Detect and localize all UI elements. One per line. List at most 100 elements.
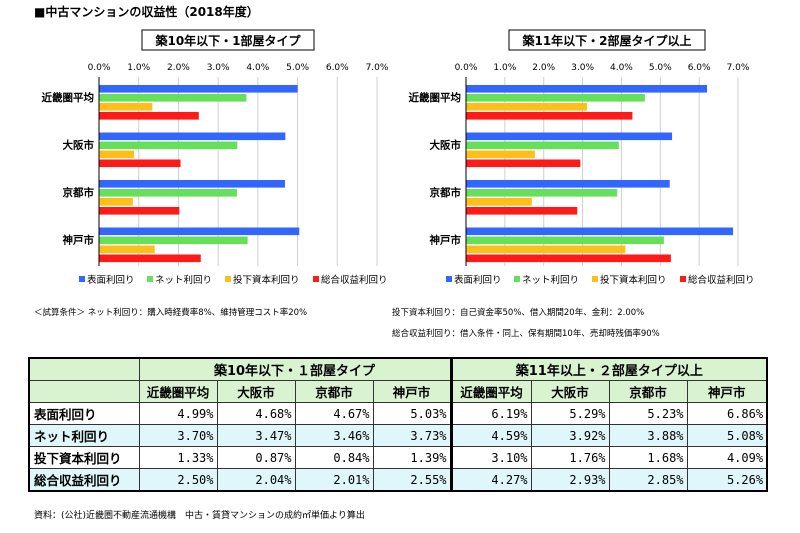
table-col-header: 神戸市 xyxy=(686,380,769,403)
bar xyxy=(466,112,633,120)
legend-swatch xyxy=(680,276,686,282)
table-cell: 3.70% xyxy=(138,424,218,447)
table-row-label: 総合収益利回り xyxy=(28,468,140,492)
table-cell: 2.93% xyxy=(530,468,610,492)
category-label: 近畿圏平均 xyxy=(42,91,95,104)
table-cell: 5.26% xyxy=(686,468,769,492)
x-tick-label: 4.0% xyxy=(246,63,269,73)
table-cell: 5.23% xyxy=(608,402,688,425)
table-cell: 3.92% xyxy=(530,424,610,447)
x-tick-label: 7.0% xyxy=(727,63,750,73)
legend-label: 投下資本利回り xyxy=(600,274,667,286)
legend-label: 投下資本利回り xyxy=(233,274,300,286)
table-cell: 2.04% xyxy=(216,468,296,492)
table-col-header: 神戸市 xyxy=(372,380,452,403)
table-cell: 4.27% xyxy=(449,468,532,492)
table-row: 表面利回り 4.99% 4.68% 4.67% 5.03% 6.19% 5.29… xyxy=(28,402,769,425)
table-row: ネット利回り 3.70% 3.47% 3.46% 3.73% 4.59% 3.9… xyxy=(28,424,769,447)
table-row-label: ネット利回り xyxy=(28,424,140,447)
table-cell: 5.03% xyxy=(372,402,452,425)
chart-title: 築11年以下・2部屋タイプ以上 xyxy=(521,33,691,48)
table-cell: 2.50% xyxy=(138,468,218,492)
table-cell: 3.46% xyxy=(294,424,374,447)
bar xyxy=(99,180,285,188)
x-tick-label: 3.0% xyxy=(207,63,230,73)
conditions-left: ＜試算条件＞ ネット利回り：購入時経費率8%、維持管理コスト率20% xyxy=(34,308,308,318)
bar xyxy=(466,132,673,141)
bar xyxy=(466,94,645,102)
x-tick-label: 1.0% xyxy=(493,63,516,73)
bar xyxy=(466,85,708,93)
table-col-header: 近畿圏平均 xyxy=(138,380,218,403)
x-tick-label: 6.0% xyxy=(326,63,349,73)
bar xyxy=(466,189,618,197)
table-cell: 3.88% xyxy=(608,424,688,447)
legend-swatch xyxy=(514,276,520,282)
bar xyxy=(466,159,581,168)
legend-swatch xyxy=(592,276,598,282)
table-cell: 6.19% xyxy=(449,402,532,425)
bar xyxy=(99,103,153,111)
bar xyxy=(466,245,626,254)
table-cell: 0.87% xyxy=(216,446,296,469)
bar xyxy=(99,112,199,120)
bar xyxy=(99,254,201,263)
x-tick-label: 3.0% xyxy=(571,63,594,73)
bar xyxy=(466,254,671,263)
x-tick-label: 5.0% xyxy=(286,63,309,73)
category-label: 大阪市 xyxy=(430,139,462,152)
conditions-right-2: 総合収益利回り：借入条件・同上、保有期間10年、売却時残価率90% xyxy=(392,329,660,339)
x-tick-label: 7.0% xyxy=(366,63,389,73)
table-cell: 1.76% xyxy=(530,446,610,469)
table-cell: 4.67% xyxy=(294,402,374,425)
bar xyxy=(99,189,237,197)
table-cell: 3.47% xyxy=(216,424,296,447)
bar xyxy=(99,159,181,168)
bar xyxy=(466,198,532,206)
category-label: 近畿圏平均 xyxy=(409,91,462,104)
category-label: 神戸市 xyxy=(430,234,462,247)
table-row: 投下資本利回り 1.33% 0.87% 0.84% 1.39% 3.10% 1.… xyxy=(28,446,769,469)
legend-swatch xyxy=(79,276,85,282)
chart-title-box xyxy=(141,29,315,51)
table-cell: 2.01% xyxy=(294,468,374,492)
category-label: 京都市 xyxy=(63,186,95,199)
page-title: ■中古マンションの収益性（2018年度） xyxy=(34,5,259,19)
table-col-header: 大阪市 xyxy=(216,380,296,403)
table-cell: 4.68% xyxy=(216,402,296,425)
source-note: 資料：(公社)近畿圏不動産流通機構 中古・賃貸マンションの成約㎡単価より算出 xyxy=(34,511,365,521)
bar xyxy=(99,245,155,254)
bar xyxy=(466,236,664,245)
table-row: 総合収益利回り 2.50% 2.04% 2.01% 2.55% 4.27% 2.… xyxy=(28,468,769,492)
bar xyxy=(466,103,587,111)
table-cell: 1.39% xyxy=(372,446,452,469)
table-row-label: 表面利回り xyxy=(28,402,140,425)
chart-left: 築10年以下・1部屋タイプ 0.0% 1.0% 2.0% 3.0% 4.0% 5.0% 6.0… xyxy=(42,29,389,286)
summary-table: 築10年以下・１部屋タイプ 築11年以上・２部屋タイプ以上 近畿圏平均 大阪市 … xyxy=(28,357,769,492)
table-cell: 4.09% xyxy=(686,446,769,469)
table-cell: 5.29% xyxy=(530,402,610,425)
bar xyxy=(466,180,670,188)
x-tick-label: 4.0% xyxy=(610,63,633,73)
bar xyxy=(99,132,286,141)
x-tick-label: 0.0% xyxy=(88,63,111,73)
x-tick-label: 2.0% xyxy=(167,63,190,73)
legend-swatch xyxy=(446,276,452,282)
chart-right: 築11年以下・2部屋タイプ以上 0.0% 1.0% 2.0% 3.0% 4.0% 5.0% 6… xyxy=(409,29,755,286)
legend-swatch xyxy=(225,276,231,282)
bar xyxy=(99,236,248,245)
bar xyxy=(466,141,619,150)
table-cell: 1.33% xyxy=(138,446,218,469)
bar xyxy=(466,227,734,236)
table-col-header: 京都市 xyxy=(608,380,688,403)
table-row-label: 投下資本利回り xyxy=(28,446,140,469)
table-col-header: 近畿圏平均 xyxy=(449,380,532,403)
bar xyxy=(99,198,133,206)
table-group-header-1: 築10年以下・１部屋タイプ xyxy=(138,357,452,381)
table-col-header: 大阪市 xyxy=(530,380,610,403)
x-tick-label: 1.0% xyxy=(127,63,150,73)
table-cell: 0.84% xyxy=(294,446,374,469)
x-tick-label: 5.0% xyxy=(649,63,672,73)
table-corner xyxy=(28,357,140,381)
legend-label: 総合収益利回り xyxy=(688,274,755,286)
